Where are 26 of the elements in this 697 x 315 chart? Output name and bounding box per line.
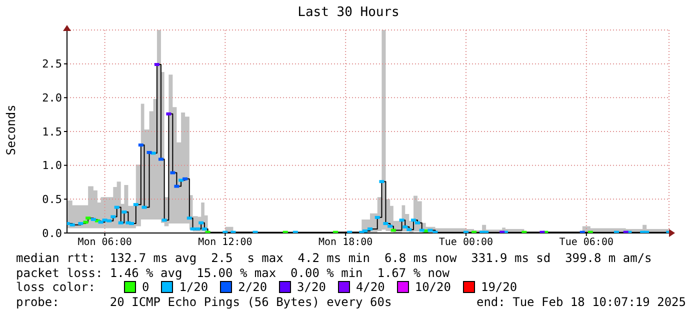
text: probe: 20 ICMP Echo Pings (56 Bytes) every 60s <box>16 294 392 309</box>
x-tick-label: Tue 00:00 <box>438 237 494 248</box>
legend-title: loss color: <box>16 280 96 294</box>
x-tick-label: Mon 06:00 <box>78 237 132 248</box>
legend-label: 2/20 <box>238 280 268 294</box>
text: median rtt: 132.7 ms avg 2.5 s max 4.2 ms min 6.8 ms now 331.9 ms sd 399.8 m am/s <box>16 251 653 266</box>
text: end: Tue Feb 18 10:07:19 2025 <box>476 294 686 309</box>
x-tick-label: Mon 18:00 <box>318 237 373 248</box>
y-tick-label: 0.5 <box>42 193 62 206</box>
legend-label: 10/20 <box>414 280 451 294</box>
legend-label: 19/20 <box>480 280 518 294</box>
x-tick-label: Mon 12:00 <box>198 237 252 248</box>
legend-label: 4/20 <box>356 280 385 294</box>
y-axis-title: Seconds <box>4 104 18 156</box>
x-tick-label: Tue 06:00 <box>559 237 614 248</box>
y-tick-label: 2.5 <box>42 58 62 71</box>
legend-label: 3/20 <box>297 280 326 294</box>
legend-label: 1/20 <box>179 280 208 294</box>
y-tick-label: 0.0 <box>42 226 62 240</box>
legend-label: 0 <box>142 280 150 294</box>
chart-title: Last 30 Hours <box>296 5 400 20</box>
text: packet loss: 1.46 % avg 15.00 % max 0.00 % min 1.67 % now <box>16 266 450 280</box>
y-tick-label: 2.0 <box>42 92 62 105</box>
y-tick-label: 1.0 <box>42 159 62 172</box>
point <box>415 221 420 224</box>
y-tick-label: 1.5 <box>42 125 62 138</box>
